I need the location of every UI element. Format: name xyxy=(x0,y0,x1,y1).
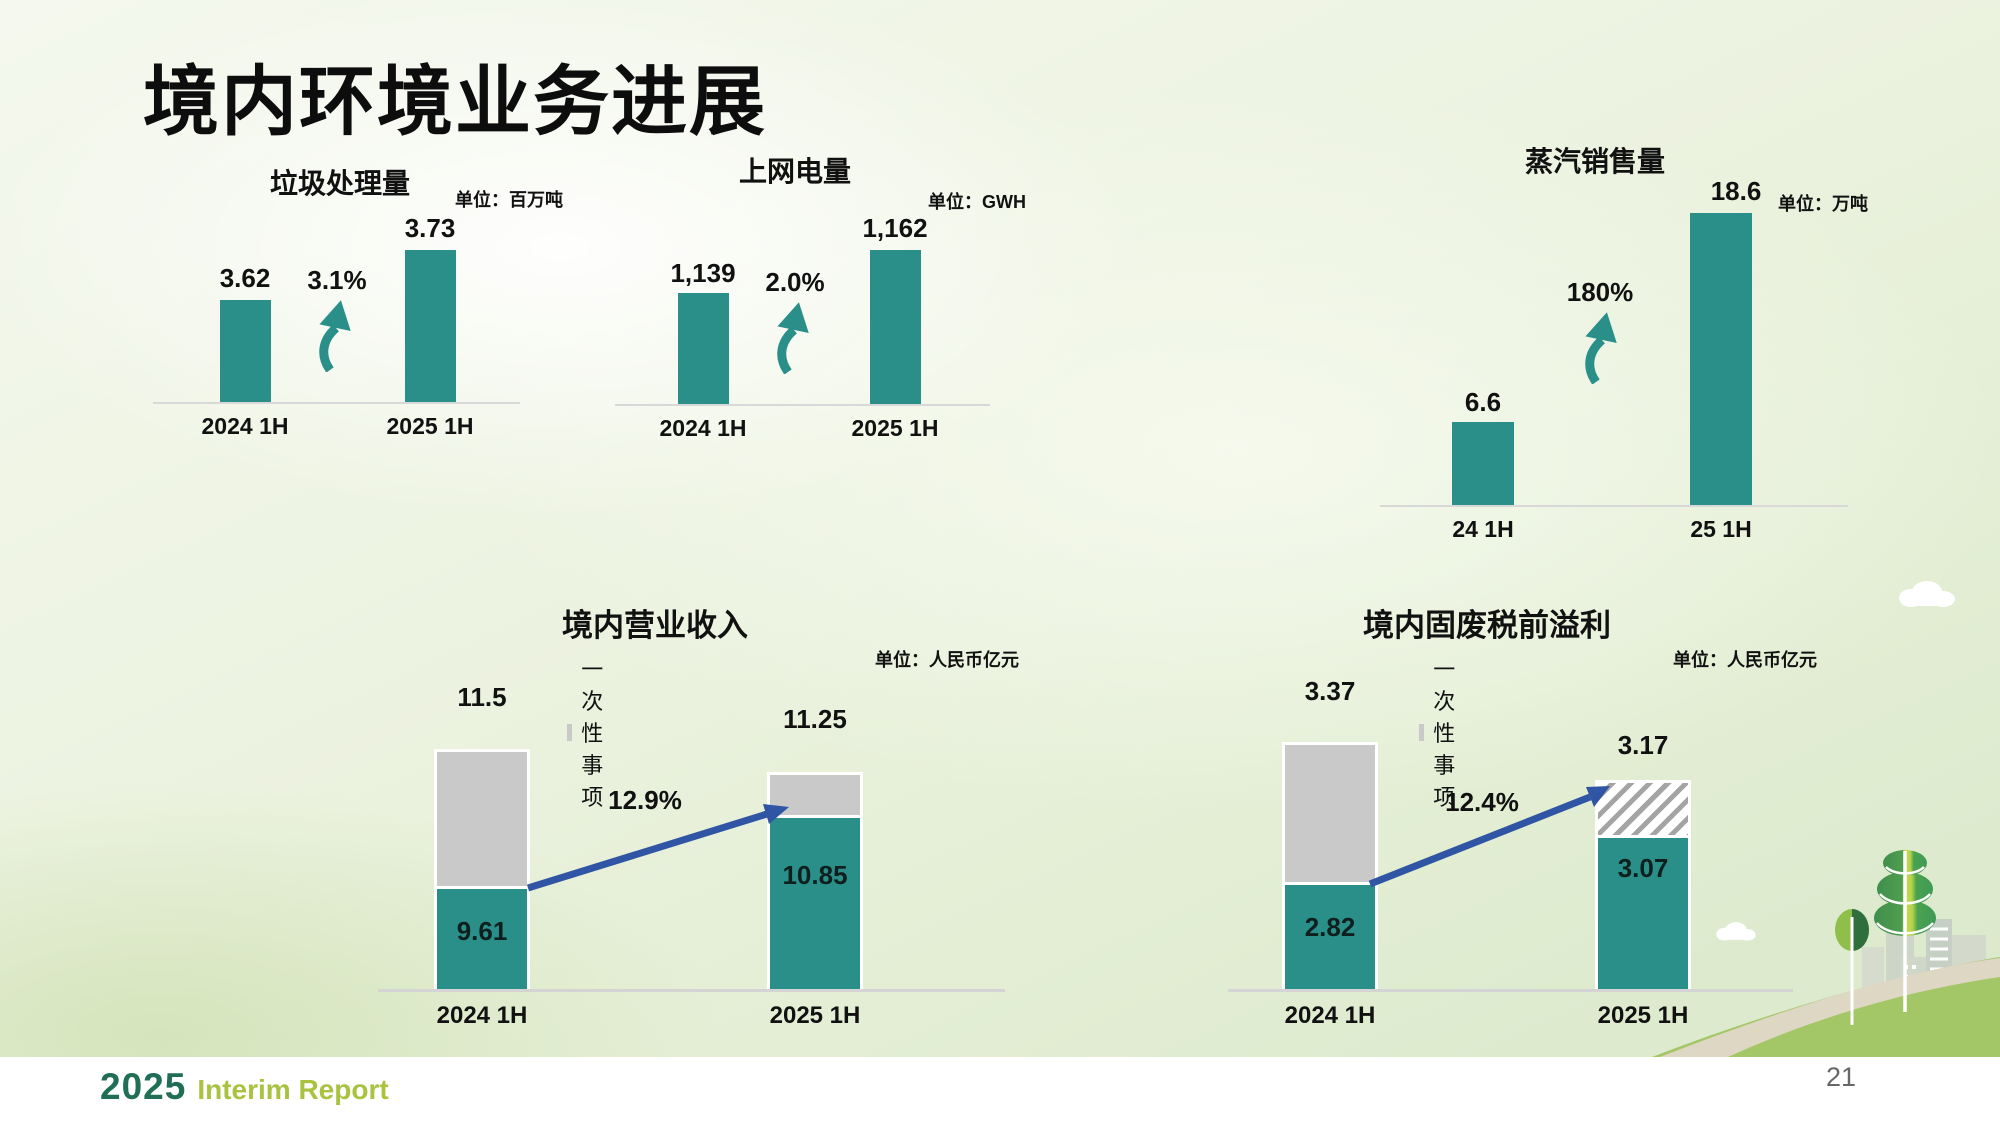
chart-title: 上网电量 xyxy=(738,156,852,187)
chart-title: 境内营业收入 xyxy=(562,608,748,643)
legend-swatch xyxy=(567,723,573,741)
growth-arrow-icon xyxy=(319,300,351,372)
x-axis-label: 2025 1H xyxy=(1597,1002,1689,1029)
bar-value-label: 1,139 xyxy=(670,258,736,288)
chart-unit-label: 单位：万吨 xyxy=(1778,194,1868,214)
x-axis-label: 2025 1H xyxy=(769,1002,861,1029)
trend-arrow-icon xyxy=(526,804,789,892)
legend-label: 一次性事项 xyxy=(581,657,604,810)
recurring-segment xyxy=(1598,838,1688,989)
chart-unit-label: 单位：人民币亿元 xyxy=(1673,650,1817,670)
cloud-icon xyxy=(1716,922,1756,941)
chart-unit-label: 单位：百万吨 xyxy=(455,190,563,210)
total-value-label: 3.37 xyxy=(1304,676,1356,706)
x-axis-label: 2024 1H xyxy=(659,415,747,441)
road-graphic xyxy=(1660,958,2000,1057)
bar-2024-1h xyxy=(678,293,729,404)
growth-label: 12.9% xyxy=(608,785,682,815)
x-axis-label: 2024 1H xyxy=(201,413,289,439)
growth-label: 3.1% xyxy=(307,265,367,295)
bar-value-label: 1,162 xyxy=(862,213,928,243)
page-number: 21 xyxy=(1826,1062,1857,1092)
bar-25-1h xyxy=(1690,213,1752,505)
legend-one-time-items: 一次性事项 xyxy=(567,652,615,812)
growth-arrow-icon xyxy=(1585,312,1617,384)
in-bar-value-label: 3.07 xyxy=(1617,853,1669,883)
one-time-segment xyxy=(437,752,527,886)
recurring-segment xyxy=(1285,885,1375,989)
tree-icon xyxy=(1874,850,1936,1012)
chart-unit-label: 单位：人民币亿元 xyxy=(875,650,1019,670)
trend-arrow-icon xyxy=(1368,786,1610,888)
x-axis-label: 2024 1H xyxy=(1284,1002,1376,1029)
in-bar-value-label: 9.61 xyxy=(456,916,508,946)
recurring-segment xyxy=(770,818,860,989)
chart-title: 垃圾处理量 xyxy=(269,168,411,199)
legend-one-time-items: 一次性事项 xyxy=(1419,652,1467,812)
tree-icon xyxy=(1835,909,1869,1025)
in-bar-value-label: 10.85 xyxy=(782,860,848,890)
x-axis-line xyxy=(1380,505,1848,507)
report-logo-year: 2025 xyxy=(100,1066,187,1107)
total-value-label: 11.5 xyxy=(457,682,507,712)
footer-strip xyxy=(0,1057,2000,1125)
x-axis-line xyxy=(615,404,990,406)
stacked-bar-2024-1h xyxy=(1282,742,1378,992)
x-axis-line xyxy=(378,989,1005,992)
x-axis-label: 2024 1H xyxy=(436,1002,528,1029)
x-axis-line xyxy=(153,402,520,404)
growth-arrow-icon xyxy=(777,302,809,374)
bar-value-label: 6.6 xyxy=(1464,387,1502,417)
one-time-segment xyxy=(1285,745,1375,882)
report-logo: 2025 Interim Report xyxy=(100,1066,389,1108)
growth-label: 2.0% xyxy=(765,267,825,297)
hill-graphic xyxy=(1652,957,2000,1057)
bar-2025-1h xyxy=(405,250,456,402)
bar-2025-1h xyxy=(870,250,921,404)
chart-title: 境内固废税前溢利 xyxy=(1363,608,1611,643)
bar-value-label: 3.62 xyxy=(219,263,271,293)
x-axis-label: 2025 1H xyxy=(386,413,474,439)
recurring-segment xyxy=(437,889,527,989)
x-axis-line xyxy=(1228,989,1793,992)
total-value-label: 3.17 xyxy=(1617,730,1669,760)
total-value-label: 11.25 xyxy=(783,704,847,734)
bar-value-label: 3.73 xyxy=(404,213,456,243)
bar-value-label: 18.6 xyxy=(1710,176,1762,206)
x-axis-label: 2025 1H xyxy=(851,415,939,441)
stacked-bar-2025-1h xyxy=(1595,780,1691,992)
cloud-icon xyxy=(1899,581,1955,607)
legend-label: 一次性事项 xyxy=(1433,657,1456,810)
report-logo-label: Interim Report xyxy=(197,1074,389,1105)
one-time-segment-hatched xyxy=(1598,783,1688,835)
legend-swatch xyxy=(1419,723,1425,741)
chart-title: 蒸汽销售量 xyxy=(1524,146,1666,177)
x-axis-label: 24 1H xyxy=(1452,516,1514,542)
scenery-graphic xyxy=(1652,850,2000,1057)
in-bar-value-label: 2.82 xyxy=(1304,912,1356,942)
bar-24-1h xyxy=(1452,422,1514,505)
x-axis-label: 25 1H xyxy=(1690,516,1752,542)
slide-title: 境内环境业务进展 xyxy=(143,60,767,145)
stacked-bar-2024-1h xyxy=(434,749,530,992)
bar-2024-1h xyxy=(220,300,271,402)
growth-label: 180% xyxy=(1566,277,1634,307)
chart-unit-label: 单位：GWH xyxy=(928,192,1026,212)
growth-label: 12.4% xyxy=(1445,787,1519,817)
